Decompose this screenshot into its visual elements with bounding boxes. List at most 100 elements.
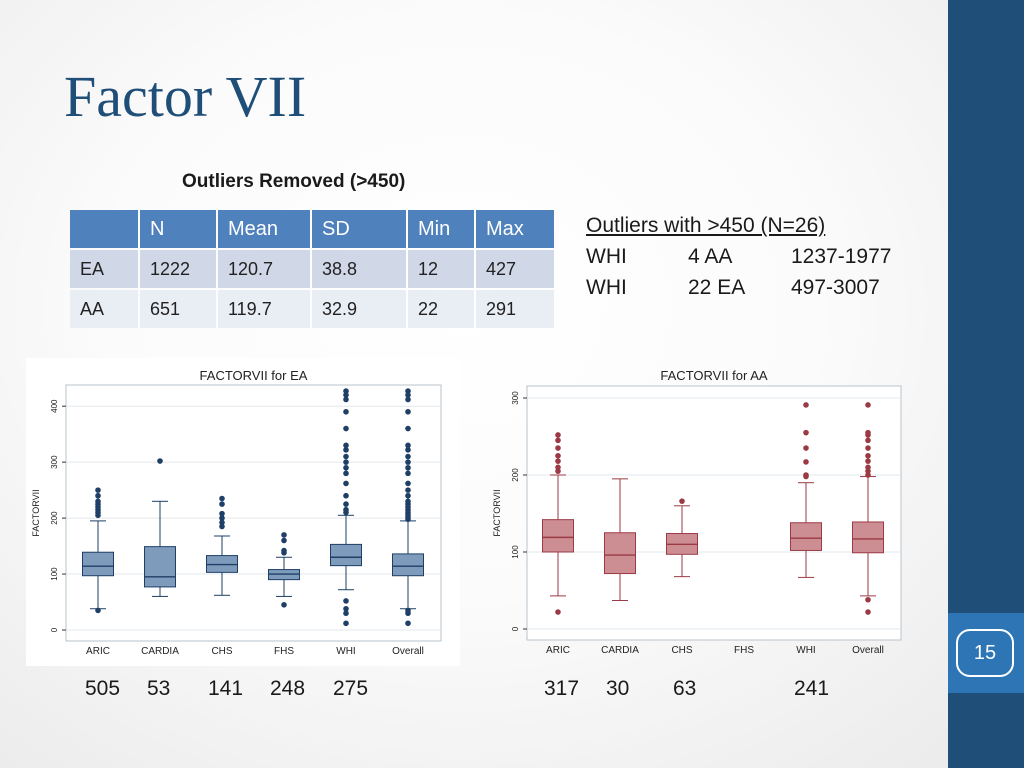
outlier-point bbox=[803, 445, 809, 451]
outlier-point bbox=[405, 607, 411, 614]
outlier-point bbox=[219, 523, 225, 530]
table-cell: AA bbox=[70, 290, 138, 328]
page-number-badge bbox=[948, 613, 1024, 693]
box-iqr bbox=[144, 546, 176, 588]
outlier-point bbox=[405, 425, 411, 432]
y-tick-label: 400 bbox=[50, 399, 59, 413]
outlier-point bbox=[95, 487, 101, 493]
x-category-label: CHS bbox=[211, 646, 232, 657]
outlier-point bbox=[405, 388, 411, 394]
outlier-point bbox=[405, 459, 411, 465]
outlier-count: 22 EA bbox=[688, 276, 746, 299]
outlier-point bbox=[343, 470, 349, 477]
outlier-point bbox=[865, 452, 871, 459]
outlier-point bbox=[865, 464, 871, 471]
outlier-point bbox=[219, 515, 225, 521]
box-iqr bbox=[852, 521, 884, 554]
table-cell: EA bbox=[70, 250, 138, 288]
outlier-point bbox=[343, 464, 349, 471]
outlier-point bbox=[865, 437, 871, 444]
table-cell: 120.7 bbox=[218, 250, 310, 288]
y-tick-label: 0 bbox=[50, 627, 59, 632]
outlier-point bbox=[157, 458, 163, 464]
outlier-point bbox=[555, 468, 561, 474]
outlier-point bbox=[405, 442, 411, 449]
outlier-point bbox=[803, 472, 809, 478]
table-header-row: N Mean SD Min Max bbox=[70, 210, 554, 248]
table-row: EA 1222 120.7 38.8 12 427 bbox=[70, 250, 554, 288]
outlier-point bbox=[865, 458, 871, 464]
outlier-note-row: WHI 22 EA 497-3007 bbox=[586, 272, 891, 303]
page-number: 15 bbox=[956, 629, 1014, 677]
outlier-count: 4 AA bbox=[688, 245, 733, 268]
outlier-point bbox=[555, 609, 561, 615]
outlier-study: WHI bbox=[586, 245, 627, 268]
outlier-point bbox=[219, 501, 225, 507]
outlier-point bbox=[343, 492, 349, 499]
outlier-point bbox=[555, 452, 561, 459]
outlier-point bbox=[865, 596, 871, 603]
x-category-label: Overall bbox=[392, 646, 424, 657]
table-cell: 119.7 bbox=[218, 290, 310, 328]
y-tick-label: 200 bbox=[511, 468, 520, 482]
table-cell: 22 bbox=[408, 290, 474, 328]
outlier-point bbox=[865, 429, 871, 436]
outlier-point bbox=[343, 506, 349, 513]
table-cell: 1222 bbox=[140, 250, 216, 288]
outlier-point bbox=[343, 610, 349, 617]
slide-title: Factor VII bbox=[64, 64, 307, 129]
box-iqr bbox=[542, 519, 574, 553]
y-tick-label: 300 bbox=[511, 391, 520, 405]
x-category-label: WHI bbox=[336, 646, 355, 657]
box-iqr bbox=[330, 543, 362, 567]
outlier-point bbox=[281, 547, 287, 554]
y-tick-label: 100 bbox=[50, 567, 59, 581]
outlier-point bbox=[405, 453, 411, 460]
ea-count-label: 248 bbox=[270, 677, 306, 700]
table-cell: 12 bbox=[408, 250, 474, 288]
outlier-point bbox=[281, 537, 287, 544]
y-tick-label: 200 bbox=[50, 511, 59, 525]
y-tick-label: 100 bbox=[511, 545, 520, 559]
outlier-point bbox=[405, 620, 411, 627]
outlier-point bbox=[555, 437, 561, 444]
outlier-point bbox=[865, 468, 871, 474]
table-cell: 32.9 bbox=[312, 290, 406, 328]
table-caption: Outliers Removed (>450) bbox=[182, 171, 406, 192]
outlier-point bbox=[405, 464, 411, 471]
outlier-point bbox=[343, 459, 349, 465]
header-cell-sd: SD bbox=[312, 210, 406, 248]
y-tick-label: 300 bbox=[50, 455, 59, 469]
outlier-note-title: Outliers with >450 (N=26) bbox=[586, 214, 826, 237]
outlier-study: WHI bbox=[586, 276, 627, 299]
x-category-label: CARDIA bbox=[141, 646, 179, 657]
outlier-point bbox=[405, 396, 411, 403]
outlier-point bbox=[405, 408, 411, 415]
ea-count-label: 275 bbox=[333, 677, 369, 700]
x-category-label: CARDIA bbox=[601, 645, 639, 656]
outlier-note: Outliers with >450 (N=26) WHI 4 AA 1237-… bbox=[586, 210, 891, 303]
aa-boxplot-panel: FACTORVII for AA FACTORVII 0 100 200 300 ARIC C… bbox=[489, 358, 913, 664]
ea-boxplot-panel: FACTORVII for EA FACTORVII 0 100 200 300 400 AR… bbox=[26, 358, 460, 666]
x-category-label: Overall bbox=[852, 645, 884, 656]
aa-count-label: 317 bbox=[544, 677, 580, 700]
outlier-point bbox=[343, 388, 349, 394]
table-cell: 291 bbox=[476, 290, 554, 328]
table-row: AA 651 119.7 32.9 22 291 bbox=[70, 290, 554, 328]
outlier-point bbox=[555, 458, 561, 464]
outlier-point bbox=[343, 396, 349, 403]
outlier-point bbox=[95, 498, 101, 505]
outlier-point bbox=[865, 445, 871, 451]
outlier-point bbox=[281, 532, 287, 538]
box-iqr bbox=[790, 522, 822, 551]
outlier-point bbox=[95, 492, 101, 499]
table-cell: 427 bbox=[476, 250, 554, 288]
x-category-label: WHI bbox=[796, 645, 815, 656]
plot-area bbox=[526, 385, 902, 641]
x-category-label: CHS bbox=[671, 645, 692, 656]
outlier-point bbox=[343, 408, 349, 415]
header-cell-mean: Mean bbox=[218, 210, 310, 248]
outlier-point bbox=[95, 607, 101, 614]
ea-boxplot: FACTORVII for EA FACTORVII 0 100 200 300 400 AR… bbox=[31, 368, 442, 657]
chart-title: FACTORVII for EA bbox=[200, 368, 308, 383]
